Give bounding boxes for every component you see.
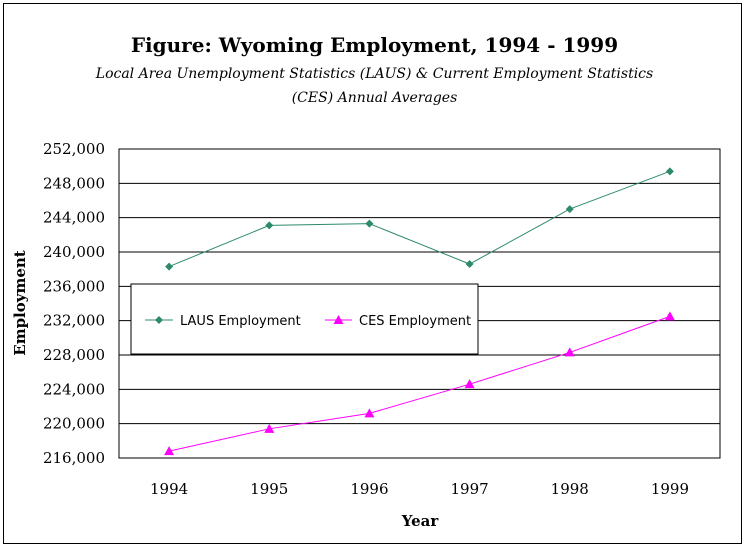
plot-area — [118, 148, 721, 459]
legend-box — [130, 283, 479, 355]
data-point — [265, 221, 274, 230]
x-tick-label: 1994 — [150, 480, 188, 498]
chart-subtitle-line2: (CES) Annual Averages — [291, 90, 458, 106]
series-group — [164, 167, 675, 456]
y-tick-label: 228,000 — [43, 346, 105, 364]
x-axis-tick-labels: 1994 1995 1996 1997 1998 1999 — [150, 480, 689, 498]
chart-frame — [3, 3, 742, 544]
data-point — [364, 408, 375, 418]
y-tick-label: 232,000 — [43, 312, 105, 330]
legend: LAUS Employment CES Employment — [130, 283, 479, 355]
x-tick-label: 1999 — [651, 480, 689, 498]
y-tick-label: 244,000 — [43, 209, 105, 227]
data-point — [365, 219, 374, 228]
x-tick-label: 1996 — [350, 480, 388, 498]
data-point — [165, 262, 174, 271]
series-line-1 — [168, 170, 671, 268]
data-point — [264, 423, 275, 433]
data-point — [565, 205, 574, 214]
legend-label: CES Employment — [359, 314, 471, 329]
y-tick-label: 236,000 — [43, 277, 105, 295]
y-tick-label: 224,000 — [43, 380, 105, 398]
y-tick-label: 220,000 — [43, 415, 105, 433]
data-point — [665, 167, 674, 176]
data-point — [564, 347, 575, 357]
x-tick-label: 1998 — [551, 480, 589, 498]
data-point — [464, 379, 475, 389]
x-tick-label: 1995 — [250, 480, 288, 498]
data-point — [664, 311, 675, 321]
data-point — [164, 446, 175, 456]
x-axis-title: Year — [401, 512, 440, 530]
y-tick-label: 248,000 — [43, 174, 105, 192]
chart-title: Figure: Wyoming Employment, 1994 - 1999 — [130, 33, 619, 57]
data-point — [465, 260, 474, 269]
chart-subtitle-line1: Local Area Unemployment Statistics (LAUS… — [95, 66, 654, 82]
legend-marker — [155, 316, 163, 324]
y-axis-tick-labels: 216,000 220,000 224,000 228,000 232,000 236,0… — [43, 140, 105, 467]
y-tick-label: 216,000 — [43, 449, 105, 467]
y-tick-label: 252,000 — [43, 140, 105, 158]
legend-marker — [333, 315, 344, 324]
y-axis-title: Employment — [11, 250, 29, 356]
series-line-2 — [168, 315, 671, 452]
y-tick-label: 240,000 — [43, 243, 105, 261]
legend-label: LAUS Employment — [180, 314, 301, 329]
x-tick-label: 1997 — [450, 480, 488, 498]
